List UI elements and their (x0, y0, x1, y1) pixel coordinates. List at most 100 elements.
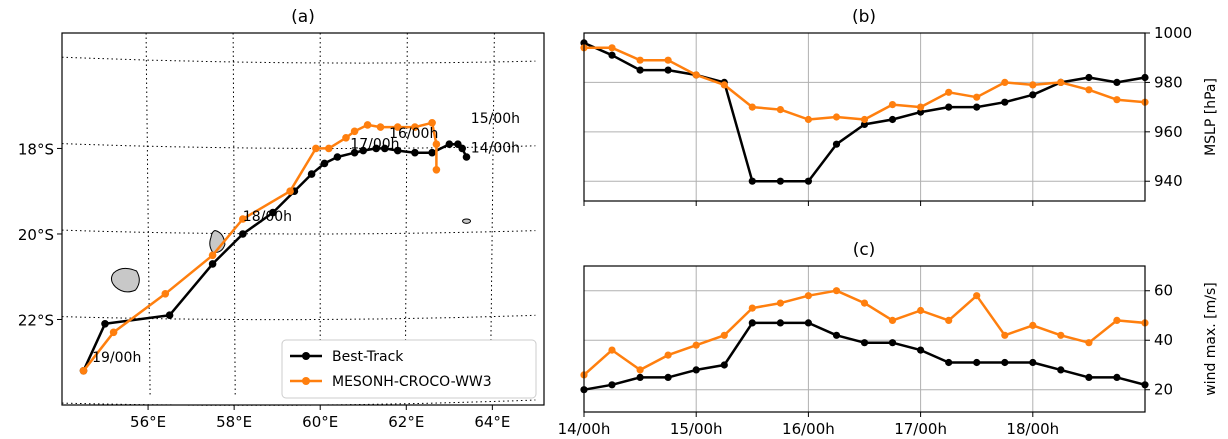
y-tick-label: 40 (1154, 331, 1173, 349)
legend-marker-mesonh (302, 377, 310, 385)
data-point (636, 366, 644, 374)
track-point (320, 159, 329, 168)
track-point (350, 127, 359, 136)
data-point (692, 366, 700, 374)
track-point (454, 140, 462, 148)
panel-b-x-ticks (583, 201, 1034, 206)
track-line-mesonh-croco-ww3 (82, 121, 438, 372)
data-point (888, 339, 897, 347)
track-point (363, 121, 372, 129)
data-point (1085, 373, 1093, 381)
data-point (636, 66, 644, 74)
data-point (1057, 331, 1065, 339)
panel-b-y-ticks: 940 960 980 1000 (1145, 24, 1192, 190)
data-point (860, 339, 869, 347)
map-latitude-ticks: 18°S 20°S 22°S (18, 140, 62, 329)
data-point (973, 93, 981, 101)
data-point (1029, 358, 1037, 367)
data-point (776, 319, 785, 327)
track-point (307, 170, 316, 178)
data-point (664, 56, 672, 64)
data-point (888, 316, 897, 324)
meridian-line (232, 32, 236, 397)
data-point (1001, 358, 1009, 367)
data-point (664, 66, 672, 74)
track-point (376, 123, 385, 131)
data-point (636, 373, 644, 381)
x-tick-label: 17/00h (894, 420, 947, 438)
x-tick-label: 64°E (474, 413, 510, 431)
data-point (973, 103, 981, 111)
panel-b-frame (583, 32, 1146, 202)
panel-c-grid (583, 266, 1145, 412)
legend-marker-best-track (302, 352, 310, 360)
island-rodrigues (462, 218, 472, 224)
panel-a-title: (a) (291, 7, 315, 27)
data-point (1085, 73, 1093, 82)
data-point (917, 103, 925, 111)
data-point (1113, 78, 1121, 86)
data-point (720, 331, 728, 339)
panel-b-title: (b) (852, 7, 876, 27)
track-annotation: 17/00h (350, 136, 399, 152)
map-islands (110, 218, 472, 293)
track-point (286, 187, 294, 195)
data-point (973, 358, 981, 367)
data-point (608, 44, 616, 52)
data-point (1085, 86, 1093, 94)
track-point (428, 119, 436, 127)
panel-c-title: (c) (853, 240, 876, 260)
x-tick-label: 62°E (388, 413, 424, 431)
track-point (109, 328, 118, 337)
data-point (720, 361, 728, 369)
x-tick-label: 58°E (216, 413, 252, 431)
data-point (1001, 331, 1009, 339)
data-point (1085, 339, 1093, 347)
series-mesonh-croco-ww3 (580, 44, 1149, 124)
y-tick-label: 940 (1154, 172, 1183, 190)
track-point (269, 208, 277, 217)
data-point (608, 381, 616, 389)
meridian-line (489, 32, 495, 397)
data-point (1113, 316, 1121, 324)
track-point (432, 140, 441, 148)
x-tick-label: 14/00h (558, 420, 611, 438)
legend-label-mesonh: MESONH-CROCO-WW3 (332, 374, 492, 390)
panel-b-mslp: (b) 940 960 980 1000 MSLP [hPa] (580, 7, 1219, 206)
data-point (832, 331, 841, 339)
panel-b-ylabel: MSLP [hPa] (1203, 78, 1219, 156)
data-point (776, 299, 785, 307)
track-point (359, 146, 368, 155)
y-tick-label: 22°S (18, 311, 54, 329)
track-point (393, 146, 402, 155)
track-point (381, 144, 389, 153)
x-tick-label: 18/00h (1006, 420, 1059, 438)
data-point (608, 51, 616, 59)
data-point (692, 341, 700, 349)
y-tick-label: 1000 (1154, 24, 1192, 42)
track-line-best-track (82, 142, 468, 372)
island-reunion (110, 267, 140, 293)
data-point (1057, 366, 1065, 374)
data-point (1029, 81, 1037, 89)
data-point (776, 177, 785, 185)
track-annotation: 19/00h (92, 350, 141, 366)
track-point (239, 215, 247, 223)
panel-c-y-ticks: 20 40 60 (1145, 282, 1173, 399)
data-point (1113, 373, 1121, 381)
data-point (888, 115, 897, 124)
data-point (832, 113, 841, 121)
track-annotation: 18/00h (243, 209, 292, 225)
data-point (748, 304, 756, 312)
data-point (973, 292, 981, 300)
panel-c-ylabel: wind max. [m/s] (1203, 282, 1219, 396)
data-point (1001, 78, 1009, 86)
data-point (945, 88, 953, 96)
panel-c-x-ticks: 14/00h 15/00h 16/00h 17/00h 18/00h (558, 412, 1059, 438)
track-point (432, 166, 441, 174)
track-point (239, 230, 247, 238)
track-point (342, 134, 350, 142)
